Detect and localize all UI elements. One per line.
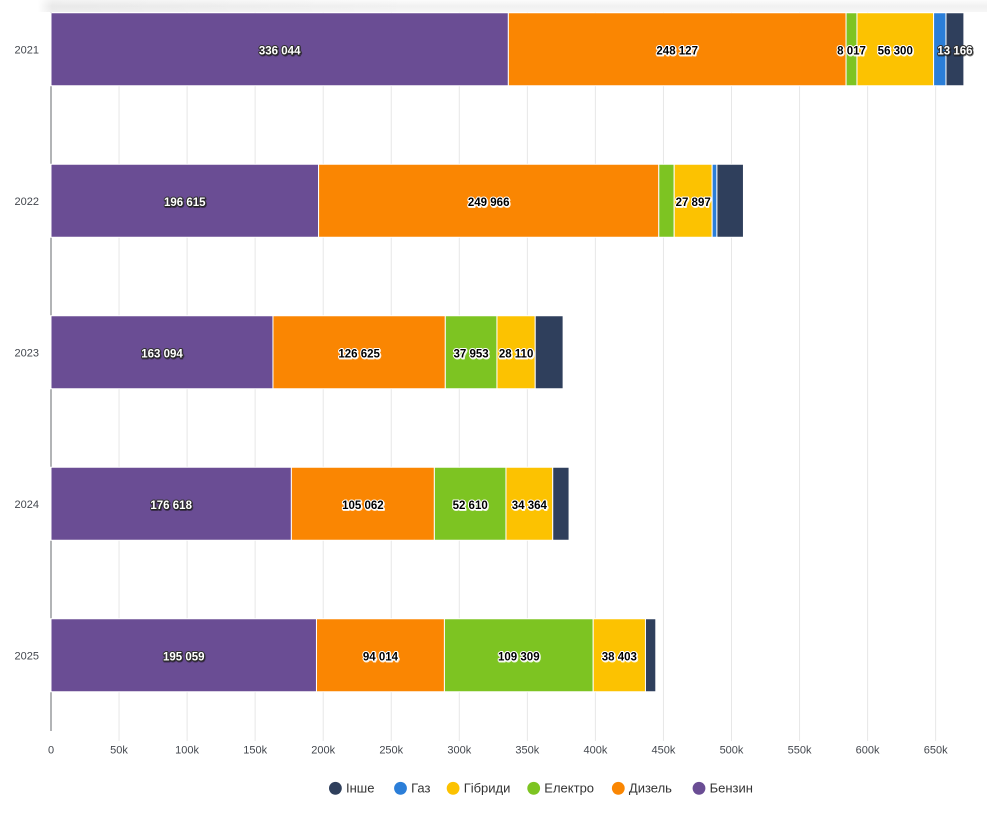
svg-text:100k: 100k bbox=[175, 745, 199, 757]
svg-text:248 127: 248 127 bbox=[656, 45, 698, 57]
svg-text:2021: 2021 bbox=[15, 44, 39, 56]
svg-text:105 062: 105 062 bbox=[342, 500, 384, 512]
svg-text:0: 0 bbox=[48, 745, 54, 757]
svg-text:2025: 2025 bbox=[15, 650, 39, 662]
svg-text:28 110: 28 110 bbox=[499, 348, 534, 360]
svg-text:94 014: 94 014 bbox=[363, 651, 399, 663]
svg-text:600k: 600k bbox=[856, 745, 880, 757]
svg-text:Бензин: Бензин bbox=[710, 781, 753, 796]
svg-text:37 953: 37 953 bbox=[454, 348, 489, 360]
svg-text:109 309: 109 309 bbox=[498, 651, 540, 663]
svg-text:34 364: 34 364 bbox=[512, 500, 548, 512]
svg-text:Дизель: Дизель bbox=[629, 781, 672, 796]
svg-text:Інше: Інше bbox=[346, 781, 374, 796]
svg-text:Гібриди: Гібриди bbox=[464, 781, 511, 796]
svg-text:2023: 2023 bbox=[15, 347, 39, 359]
svg-text:400k: 400k bbox=[583, 745, 607, 757]
svg-text:8 017: 8 017 bbox=[837, 45, 866, 57]
svg-text:450k: 450k bbox=[652, 745, 676, 757]
svg-text:350k: 350k bbox=[515, 745, 539, 757]
svg-text:2022: 2022 bbox=[15, 196, 39, 208]
svg-text:2024: 2024 bbox=[15, 499, 39, 511]
svg-text:550k: 550k bbox=[788, 745, 812, 757]
svg-text:13 166: 13 166 bbox=[937, 45, 972, 57]
svg-text:249 966: 249 966 bbox=[468, 197, 510, 209]
svg-text:196 615: 196 615 bbox=[164, 197, 206, 209]
svg-text:Газ: Газ bbox=[411, 781, 430, 796]
svg-text:336 044: 336 044 bbox=[259, 45, 301, 57]
svg-text:195 059: 195 059 bbox=[163, 651, 205, 663]
svg-text:52 610: 52 610 bbox=[453, 500, 488, 512]
svg-text:650k: 650k bbox=[924, 745, 948, 757]
svg-text:27 897: 27 897 bbox=[676, 197, 711, 209]
svg-text:163 094: 163 094 bbox=[141, 348, 183, 360]
svg-text:176 618: 176 618 bbox=[150, 500, 192, 512]
svg-text:50k: 50k bbox=[110, 745, 128, 757]
svg-text:500k: 500k bbox=[720, 745, 744, 757]
svg-text:56 300: 56 300 bbox=[878, 45, 913, 57]
svg-text:126 625: 126 625 bbox=[338, 348, 380, 360]
svg-text:200k: 200k bbox=[311, 745, 335, 757]
svg-text:150k: 150k bbox=[243, 745, 267, 757]
svg-text:300k: 300k bbox=[447, 745, 471, 757]
svg-text:Електро: Електро bbox=[544, 781, 594, 796]
svg-text:250k: 250k bbox=[379, 745, 403, 757]
svg-text:38 403: 38 403 bbox=[602, 651, 637, 663]
